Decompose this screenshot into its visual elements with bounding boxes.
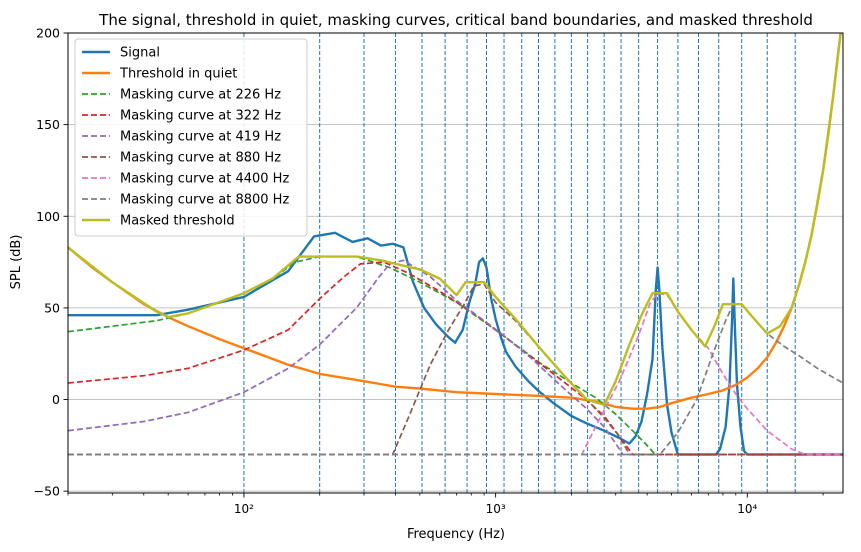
legend-label: Threshold in quiet bbox=[119, 67, 237, 82]
y-tick-label: 150 bbox=[36, 117, 60, 132]
series-line-5 bbox=[68, 283, 843, 456]
legend-label: Masking curve at 4400 Hz bbox=[120, 172, 289, 187]
x-tick-label: 10² bbox=[234, 502, 254, 516]
legend-label: Masking curve at 880 Hz bbox=[120, 151, 281, 166]
y-tick-label: 100 bbox=[36, 209, 60, 224]
legend-label: Masking curve at 226 Hz bbox=[120, 88, 281, 103]
x-tick-label: 10³ bbox=[486, 502, 506, 516]
y-tick-label: 0 bbox=[52, 392, 60, 407]
legend-label: Masked threshold bbox=[120, 214, 235, 229]
series-line-2 bbox=[68, 255, 843, 456]
legend-label: Signal bbox=[120, 46, 160, 61]
y-axis-ticks: −50 0 50 100 150 200 bbox=[34, 26, 68, 499]
y-axis-label: SPL (dB) bbox=[9, 235, 24, 290]
series-line-7 bbox=[68, 303, 843, 456]
legend-label: Masking curve at 8800 Hz bbox=[120, 193, 289, 208]
series-line-8 bbox=[68, 33, 842, 407]
legend: Signal Threshold in quiet Masking curve at… bbox=[74, 38, 308, 237]
chart-title: The signal, threshold in quiet, masking … bbox=[98, 11, 813, 29]
series-line-4 bbox=[68, 259, 843, 456]
legend-box bbox=[74, 38, 308, 237]
x-tick-label: 10⁴ bbox=[737, 502, 757, 516]
x-axis-ticks: 10² 10³ 10⁴ bbox=[67, 493, 824, 516]
y-tick-label: 50 bbox=[44, 300, 60, 315]
series-line-3 bbox=[68, 261, 843, 456]
plot-frame bbox=[67, 32, 844, 494]
y-tick-label: −50 bbox=[34, 484, 60, 499]
series-line-0 bbox=[68, 231, 843, 456]
x-axis-label: Frequency (Hz) bbox=[407, 527, 505, 542]
series-layer bbox=[68, 33, 843, 456]
legend-label: Masking curve at 419 Hz bbox=[120, 130, 281, 145]
legend-label: Masking curve at 322 Hz bbox=[120, 109, 281, 124]
y-tick-label: 200 bbox=[36, 26, 60, 41]
